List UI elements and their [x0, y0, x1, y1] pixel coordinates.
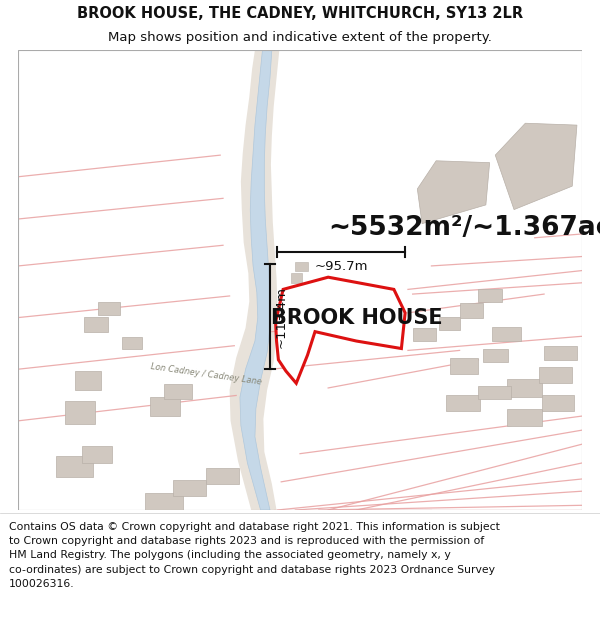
Polygon shape	[240, 50, 272, 510]
Text: ~95.7m: ~95.7m	[314, 261, 368, 273]
Text: Contains OS data © Crown copyright and database right 2021. This information is : Contains OS data © Crown copyright and d…	[9, 521, 500, 589]
Polygon shape	[280, 287, 311, 358]
Polygon shape	[150, 398, 180, 416]
Polygon shape	[206, 468, 239, 484]
Text: ~113.4m: ~113.4m	[275, 286, 288, 348]
Polygon shape	[19, 50, 581, 510]
Polygon shape	[295, 262, 308, 271]
Polygon shape	[413, 328, 436, 341]
Text: BROOK HOUSE, THE CADNEY, WHITCHURCH, SY13 2LR: BROOK HOUSE, THE CADNEY, WHITCHURCH, SY1…	[77, 6, 523, 21]
Polygon shape	[418, 161, 490, 224]
Polygon shape	[446, 396, 480, 411]
Polygon shape	[493, 327, 521, 341]
Text: Lon Cadney / Cadney Lane: Lon Cadney / Cadney Lane	[150, 362, 262, 386]
Polygon shape	[74, 371, 101, 390]
Polygon shape	[82, 446, 112, 463]
Polygon shape	[478, 386, 511, 399]
Polygon shape	[483, 349, 508, 362]
Polygon shape	[290, 273, 302, 283]
Text: Map shows position and indicative extent of the property.: Map shows position and indicative extent…	[108, 31, 492, 44]
Polygon shape	[478, 289, 502, 302]
Polygon shape	[122, 338, 142, 349]
Polygon shape	[65, 401, 95, 424]
Polygon shape	[305, 296, 320, 308]
Polygon shape	[544, 346, 577, 360]
Polygon shape	[98, 302, 120, 315]
Polygon shape	[539, 368, 572, 383]
Polygon shape	[173, 480, 206, 496]
Polygon shape	[506, 409, 542, 426]
Polygon shape	[506, 379, 542, 398]
Polygon shape	[439, 317, 460, 330]
Polygon shape	[56, 456, 94, 477]
Polygon shape	[84, 317, 107, 332]
Polygon shape	[310, 287, 326, 296]
Text: BROOK HOUSE: BROOK HOUSE	[271, 308, 442, 328]
Polygon shape	[230, 50, 280, 510]
Polygon shape	[275, 277, 405, 383]
Polygon shape	[542, 396, 574, 411]
Text: ~5532m²/~1.367ac.: ~5532m²/~1.367ac.	[328, 216, 600, 241]
Polygon shape	[145, 493, 182, 510]
Polygon shape	[450, 358, 478, 374]
Polygon shape	[356, 311, 377, 322]
Polygon shape	[164, 384, 192, 399]
Polygon shape	[495, 123, 577, 209]
Polygon shape	[375, 294, 394, 304]
Polygon shape	[460, 304, 483, 318]
